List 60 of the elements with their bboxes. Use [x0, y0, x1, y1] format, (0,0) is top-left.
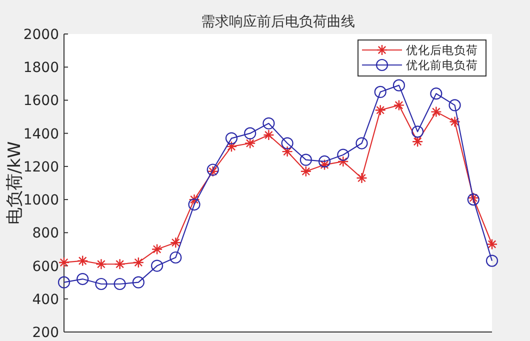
point: [77, 255, 88, 266]
y-axis-title: 电负荷/kW: [5, 141, 25, 225]
point: [337, 148, 350, 161]
point: [170, 237, 182, 248]
point: [244, 127, 256, 140]
point: [150, 260, 164, 272]
y-tick-label: 400: [32, 292, 59, 308]
point: [225, 132, 238, 144]
point: [282, 146, 293, 158]
point: [132, 256, 144, 268]
y-tick-label: 600: [32, 258, 59, 275]
point: [356, 172, 368, 184]
point: [338, 156, 349, 168]
point: [448, 99, 461, 112]
point: [430, 88, 442, 100]
point: [374, 86, 386, 98]
y-tick-label: 1400: [23, 126, 59, 142]
point: [58, 256, 70, 268]
point: [151, 244, 163, 255]
point: [281, 137, 294, 150]
point: [486, 238, 498, 250]
point: [393, 100, 405, 111]
point: [300, 166, 312, 178]
point: [96, 258, 107, 270]
point: [114, 258, 126, 270]
point: [263, 129, 274, 141]
point: [318, 159, 330, 170]
point: [412, 126, 424, 138]
y-tick-label: 1800: [23, 60, 59, 76]
point: [468, 192, 479, 204]
point: [188, 194, 200, 206]
chart-title: 需求响应前后电负荷曲线: [201, 14, 355, 30]
y-tick-label: 1200: [23, 159, 59, 176]
point: [132, 276, 144, 288]
point: [95, 278, 108, 290]
point: [392, 79, 406, 92]
point: [430, 106, 442, 118]
point: [76, 272, 89, 286]
point: [244, 138, 256, 149]
y-tick-label: 800: [32, 226, 59, 242]
point: [374, 104, 386, 116]
point: [58, 276, 70, 288]
point: [188, 198, 200, 211]
point: [226, 140, 238, 152]
point: [356, 137, 368, 150]
point: [467, 194, 480, 206]
y-tick-label: 200: [32, 325, 59, 341]
point: [318, 155, 331, 168]
y-tick-label: 1600: [23, 93, 59, 110]
y-tick-label: 1000: [23, 192, 59, 209]
legend-label: 优化后电负荷: [406, 44, 478, 57]
point: [114, 278, 126, 290]
point: [412, 136, 424, 148]
point: [300, 154, 312, 166]
point: [486, 254, 498, 267]
y-tick-label: 2000: [23, 27, 59, 43]
legend-label: 优化前电负荷: [406, 59, 478, 72]
point: [170, 251, 182, 264]
point: [449, 116, 460, 128]
point: [262, 117, 275, 130]
